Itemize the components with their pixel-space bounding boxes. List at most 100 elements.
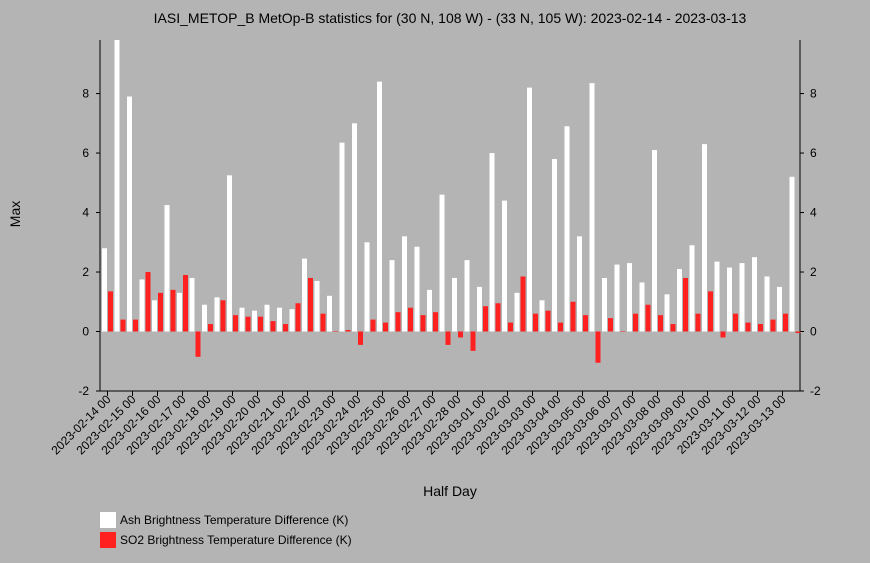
so2-bar xyxy=(745,322,751,332)
y-tick-label-left: -2 xyxy=(78,384,89,398)
ash-bar xyxy=(427,289,432,332)
ash-bar xyxy=(327,295,332,332)
so2-bar xyxy=(133,319,138,332)
so2-bar xyxy=(108,291,113,332)
ash-bar xyxy=(714,261,720,332)
legend-swatch-ash xyxy=(100,512,116,528)
so2-bar xyxy=(583,315,588,332)
ash-bar xyxy=(139,279,145,332)
so2-bar xyxy=(708,291,713,332)
so2-bar xyxy=(520,276,526,332)
ash-bar xyxy=(652,150,657,332)
ash-bar xyxy=(452,277,457,332)
ash-bar xyxy=(439,194,445,332)
so2-bar xyxy=(558,322,563,332)
so2-bar xyxy=(245,316,251,332)
so2-bar xyxy=(783,313,788,332)
so2-bar xyxy=(170,289,176,332)
so2-bar xyxy=(770,319,776,332)
legend-label-so2: SO2 Brightness Temperature Difference (K… xyxy=(120,533,352,547)
ash-bar xyxy=(164,205,170,332)
so2-bar xyxy=(383,322,388,332)
ash-bar xyxy=(489,153,495,332)
ash-bar xyxy=(252,310,257,332)
legend-label-ash: Ash Brightness Temperature Difference (K… xyxy=(120,513,349,527)
ash-bar xyxy=(102,248,107,332)
so2-bar xyxy=(370,319,376,332)
ash-bar xyxy=(289,309,295,332)
ash-bar xyxy=(177,292,182,332)
so2-bar xyxy=(270,321,276,332)
y-tick-label-left: 0 xyxy=(82,325,89,339)
so2-bar xyxy=(308,277,313,332)
ash-bar xyxy=(664,294,670,332)
so2-bar xyxy=(158,292,163,332)
y-tick-label-right: 4 xyxy=(810,206,817,220)
y-tick-label-right: 2 xyxy=(810,265,817,279)
ash-bar xyxy=(314,280,320,332)
so2-bar xyxy=(420,315,426,332)
ash-bar xyxy=(189,277,195,332)
ash-bar xyxy=(502,200,507,332)
ash-bar xyxy=(239,307,245,332)
so2-bar xyxy=(758,324,763,332)
so2-bar xyxy=(295,303,301,332)
y-tick-label-left: 4 xyxy=(82,206,89,220)
ash-bar xyxy=(202,304,207,332)
legend-swatch-so2 xyxy=(100,532,116,548)
ash-bar xyxy=(277,307,282,332)
so2-bar xyxy=(658,315,663,332)
ash-bar xyxy=(389,260,395,332)
so2-bar xyxy=(533,313,538,332)
so2-bar xyxy=(220,300,226,332)
so2-bar xyxy=(508,322,513,332)
so2-bar xyxy=(283,324,288,332)
ash-bar xyxy=(627,263,632,332)
so2-bar xyxy=(395,312,401,332)
so2-bar xyxy=(545,310,551,332)
so2-bar xyxy=(483,306,488,332)
ash-bar xyxy=(764,276,770,332)
so2-bar xyxy=(320,313,326,332)
so2-bar xyxy=(208,324,213,332)
so2-bar xyxy=(470,331,476,351)
ash-bar xyxy=(377,81,382,332)
ash-bar xyxy=(114,40,120,332)
ash-bar xyxy=(552,158,557,332)
so2-bar xyxy=(670,324,676,332)
y-tick-label-right: 0 xyxy=(810,325,817,339)
y-tick-label-right: 6 xyxy=(810,146,817,160)
x-axis-label: Half Day xyxy=(423,483,477,499)
so2-bar xyxy=(595,331,601,363)
legend-item-so2: SO2 Brightness Temperature Difference (K… xyxy=(100,532,352,548)
ash-bar xyxy=(689,245,695,332)
ash-bar xyxy=(752,257,757,332)
ash-bar xyxy=(214,297,220,332)
so2-bar xyxy=(795,331,801,333)
so2-bar xyxy=(433,312,438,332)
chart-title: IASI_METOP_B MetOp-B statistics for (30 … xyxy=(154,10,747,26)
so2-bar xyxy=(195,331,201,357)
ash-bar xyxy=(539,300,545,332)
ash-bar xyxy=(352,123,357,332)
so2-bar xyxy=(733,313,738,332)
ash-bar xyxy=(402,236,407,332)
ash-bar xyxy=(589,83,595,332)
so2-bar xyxy=(695,313,701,332)
so2-bar xyxy=(258,316,263,332)
ash-bar xyxy=(564,126,570,332)
ash-bar xyxy=(464,260,470,332)
ash-bar xyxy=(614,264,620,332)
so2-bar xyxy=(408,307,413,332)
so2-bar xyxy=(620,331,626,333)
so2-bar xyxy=(145,272,151,332)
ash-bar xyxy=(789,176,795,332)
ash-bar xyxy=(127,96,132,332)
ash-bar xyxy=(739,263,745,332)
ash-bar xyxy=(702,144,707,332)
y-tick-label-right: -2 xyxy=(810,384,821,398)
ash-bar xyxy=(527,87,532,332)
y-tick-label-left: 6 xyxy=(82,146,89,160)
